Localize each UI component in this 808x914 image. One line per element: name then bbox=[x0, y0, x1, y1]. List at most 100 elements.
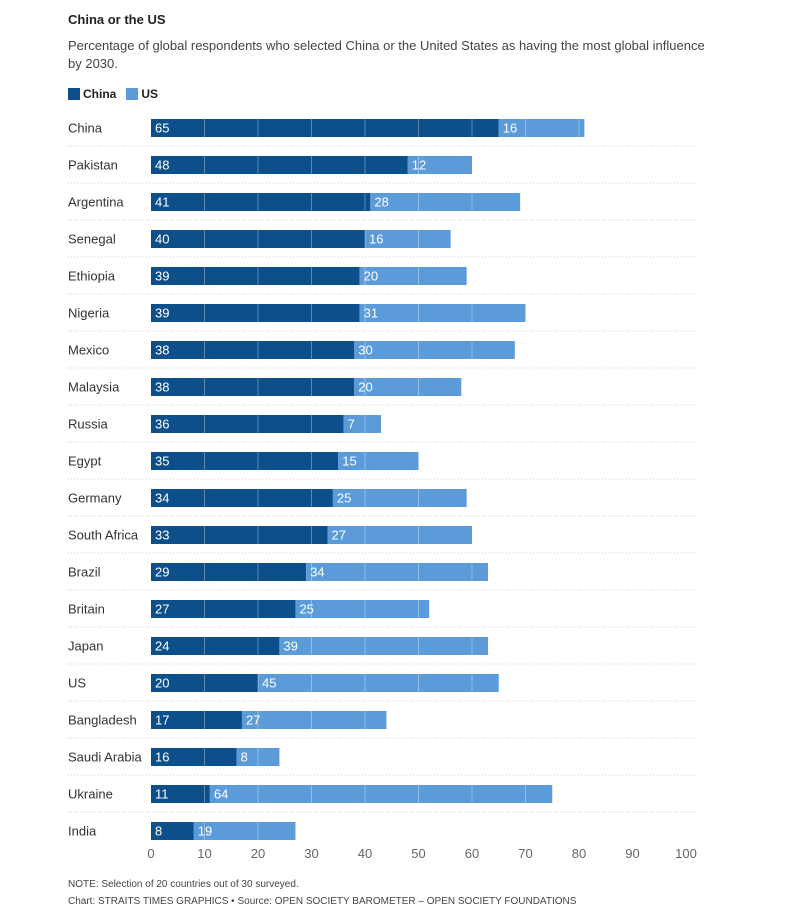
x-tick-label-60: 60 bbox=[465, 846, 479, 861]
value-label-us-us: 45 bbox=[262, 676, 276, 691]
bar-china-ethiopia bbox=[151, 267, 360, 285]
bar-china-britain bbox=[151, 600, 296, 618]
x-tick-label-50: 50 bbox=[411, 846, 425, 861]
x-tick-label-100: 100 bbox=[675, 846, 697, 861]
bar-china-japan bbox=[151, 637, 280, 655]
value-label-china-bangladesh: 17 bbox=[155, 713, 169, 728]
value-label-china-saudi-arabia: 16 bbox=[155, 750, 169, 765]
bar-us-malaysia bbox=[354, 378, 462, 396]
x-tick-label-90: 90 bbox=[625, 846, 639, 861]
category-label-japan: Japan bbox=[68, 639, 103, 654]
value-label-china-india: 8 bbox=[155, 824, 162, 839]
bar-us-us bbox=[258, 674, 499, 692]
bar-us-brazil bbox=[306, 563, 489, 581]
bar-china-brazil bbox=[151, 563, 307, 581]
bar-us-mexico bbox=[354, 341, 515, 359]
category-label-brazil: Brazil bbox=[68, 565, 101, 580]
value-label-china-china: 65 bbox=[155, 121, 169, 136]
value-label-us-china: 16 bbox=[503, 121, 517, 136]
legend-label-us: US bbox=[141, 87, 159, 101]
category-label-us: US bbox=[68, 676, 86, 691]
bar-us-china bbox=[498, 119, 585, 137]
value-label-us-mexico: 30 bbox=[358, 343, 372, 358]
footer-source: Chart: STRAITS TIMES GRAPHICS • Source: … bbox=[68, 896, 577, 907]
value-label-china-germany: 34 bbox=[155, 491, 169, 506]
x-tick-label-0: 0 bbox=[147, 846, 154, 861]
category-label-malaysia: Malaysia bbox=[68, 380, 120, 395]
bar-china-pakistan bbox=[151, 156, 408, 174]
bar-china-mexico bbox=[151, 341, 355, 359]
legend-item-china: China bbox=[68, 87, 116, 101]
legend-swatch-china bbox=[68, 88, 80, 100]
value-label-china-ukraine: 11 bbox=[155, 787, 169, 802]
footer-note: NOTE: Selection of 20 countries out of 3… bbox=[68, 879, 299, 890]
bar-us-ethiopia bbox=[359, 267, 467, 285]
value-label-us-britain: 25 bbox=[299, 602, 313, 617]
value-label-china-south-africa: 33 bbox=[155, 528, 169, 543]
value-label-us-ukraine: 64 bbox=[214, 787, 228, 802]
value-label-us-brazil: 34 bbox=[310, 565, 324, 580]
bar-us-russia bbox=[343, 415, 382, 433]
bar-china-bangladesh bbox=[151, 711, 242, 729]
bar-china-china bbox=[151, 119, 499, 137]
bar-china-india bbox=[151, 822, 194, 840]
bar-us-india bbox=[193, 822, 296, 840]
chart-subtitle: Percentage of global respondents who sel… bbox=[68, 38, 705, 71]
legend-label-china: China bbox=[83, 87, 117, 101]
value-label-china-argentina: 41 bbox=[155, 195, 169, 210]
value-label-china-senegal: 40 bbox=[155, 232, 169, 247]
category-label-russia: Russia bbox=[68, 417, 109, 432]
value-label-china-egypt: 35 bbox=[155, 454, 169, 469]
value-label-us-south-africa: 27 bbox=[332, 528, 346, 543]
bar-us-pakistan bbox=[407, 156, 472, 174]
value-label-us-nigeria: 31 bbox=[364, 306, 378, 321]
category-label-china: China bbox=[68, 121, 103, 136]
legend: China US bbox=[68, 87, 168, 101]
bar-us-argentina bbox=[370, 193, 521, 211]
x-tick-label-70: 70 bbox=[518, 846, 532, 861]
value-label-china-brazil: 29 bbox=[155, 565, 169, 580]
bar-us-south-africa bbox=[327, 526, 472, 544]
bar-us-japan bbox=[279, 637, 489, 655]
category-label-bangladesh: Bangladesh bbox=[68, 713, 137, 728]
x-tick-label-30: 30 bbox=[304, 846, 318, 861]
category-label-germany: Germany bbox=[68, 491, 122, 506]
category-label-senegal: Senegal bbox=[68, 232, 116, 247]
value-label-us-india: 19 bbox=[198, 824, 212, 839]
category-label-mexico: Mexico bbox=[68, 343, 109, 358]
category-label-britain: Britain bbox=[68, 602, 105, 617]
category-label-nigeria: Nigeria bbox=[68, 306, 110, 321]
chart-title: China or the US bbox=[68, 12, 166, 27]
category-label-egypt: Egypt bbox=[68, 454, 102, 469]
bar-china-ukraine bbox=[151, 785, 210, 803]
value-label-china-malaysia: 38 bbox=[155, 380, 169, 395]
bar-china-egypt bbox=[151, 452, 339, 470]
value-label-china-us: 20 bbox=[155, 676, 169, 691]
bar-china-germany bbox=[151, 489, 333, 507]
category-label-ethiopia: Ethiopia bbox=[68, 269, 116, 284]
category-label-pakistan: Pakistan bbox=[68, 158, 118, 173]
bar-us-ukraine bbox=[209, 785, 553, 803]
legend-swatch-us bbox=[126, 88, 139, 100]
x-tick-label-40: 40 bbox=[358, 846, 372, 861]
x-tick-label-10: 10 bbox=[197, 846, 211, 861]
value-label-china-nigeria: 39 bbox=[155, 306, 169, 321]
value-label-us-ethiopia: 20 bbox=[364, 269, 378, 284]
value-label-china-mexico: 38 bbox=[155, 343, 169, 358]
bar-china-malaysia bbox=[151, 378, 355, 396]
value-label-china-russia: 36 bbox=[155, 417, 169, 432]
value-label-china-japan: 24 bbox=[155, 639, 169, 654]
value-label-china-pakistan: 48 bbox=[155, 158, 169, 173]
value-label-us-argentina: 28 bbox=[374, 195, 388, 210]
category-label-ukraine: Ukraine bbox=[68, 787, 113, 802]
value-label-us-japan: 39 bbox=[283, 639, 297, 654]
value-label-us-senegal: 16 bbox=[369, 232, 383, 247]
category-label-argentina: Argentina bbox=[68, 195, 124, 210]
value-label-us-bangladesh: 27 bbox=[246, 713, 260, 728]
category-label-south-africa: South Africa bbox=[68, 528, 139, 543]
bar-china-saudi-arabia bbox=[151, 748, 237, 766]
category-label-saudi-arabia: Saudi Arabia bbox=[68, 750, 142, 765]
x-tick-label-80: 80 bbox=[572, 846, 586, 861]
legend-item-us: US bbox=[126, 87, 158, 101]
